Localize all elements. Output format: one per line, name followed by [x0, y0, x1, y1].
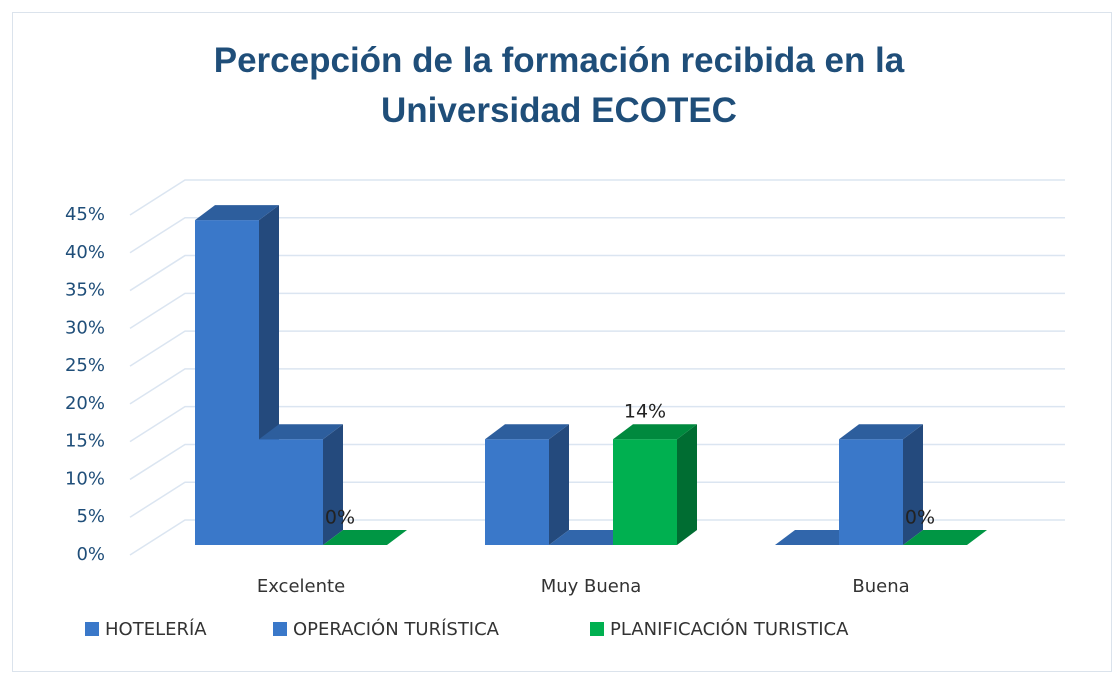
- y-tick-label: 5%: [76, 506, 105, 527]
- y-tick-label: 35%: [65, 280, 105, 301]
- x-tick-label: Muy Buena: [541, 576, 642, 597]
- bar-side: [677, 424, 697, 545]
- data-label: 0%: [325, 507, 355, 529]
- bar: [839, 424, 923, 545]
- bar-top: [485, 424, 569, 440]
- y-tick-label: 25%: [65, 355, 105, 376]
- x-tick-label: Buena: [852, 576, 909, 597]
- bar-top: [775, 530, 859, 545]
- bar-front: [485, 439, 549, 545]
- y-tick-label: 20%: [65, 393, 105, 414]
- bar-front: [839, 439, 903, 545]
- legend-label: PLANIFICACIÓN TURISTICA: [610, 618, 849, 640]
- bar-top: [259, 424, 343, 440]
- legend-swatch: [273, 622, 287, 636]
- bar: [613, 424, 697, 545]
- grid-line: [129, 368, 1065, 405]
- y-tick-label: 0%: [76, 544, 105, 565]
- bar-front: [613, 439, 677, 545]
- legend-label: OPERACIÓN TURÍSTICA: [293, 618, 500, 640]
- data-label: 0%: [905, 507, 935, 529]
- grid-line: [129, 481, 1065, 518]
- y-tick-label: 10%: [65, 468, 105, 489]
- bar-front: [259, 439, 323, 545]
- bar: [549, 530, 633, 545]
- grid-line: [129, 405, 1065, 443]
- legend-swatch: [85, 622, 99, 636]
- chart-frame: [12, 12, 1112, 672]
- y-tick-label: 30%: [65, 317, 105, 338]
- grid-line: [129, 519, 1065, 556]
- bar: [259, 424, 343, 545]
- legend-label: HOTELERÍA: [105, 618, 207, 640]
- y-tick-label: 40%: [65, 242, 105, 263]
- x-tick-label: Excelente: [257, 576, 345, 597]
- bar-side: [903, 424, 923, 545]
- bar: [195, 205, 279, 545]
- data-label: 14%: [624, 401, 666, 423]
- bar-top: [903, 530, 987, 545]
- bar-side: [323, 424, 343, 545]
- grid-line: [129, 217, 1065, 254]
- bar-front: [195, 220, 259, 545]
- bar: [323, 530, 407, 545]
- grid-line: [129, 254, 1065, 292]
- bar-side: [549, 424, 569, 545]
- bar-top: [839, 424, 923, 440]
- grid-line: [129, 330, 1065, 367]
- bar: [775, 530, 859, 545]
- bar-top: [613, 424, 697, 440]
- legend-swatch: [590, 622, 604, 636]
- grid-line: [129, 443, 1065, 481]
- bar-top: [549, 530, 633, 545]
- grid-line: [129, 292, 1065, 329]
- bar: [485, 424, 569, 545]
- grid-line: [129, 179, 1065, 216]
- chart-title: Percepción de la formación recibida en l…: [213, 41, 905, 130]
- y-tick-label: 15%: [65, 431, 105, 452]
- bar-top: [195, 205, 279, 221]
- y-tick-label: 45%: [65, 204, 105, 225]
- bar: [903, 530, 987, 545]
- bar-top: [323, 530, 407, 545]
